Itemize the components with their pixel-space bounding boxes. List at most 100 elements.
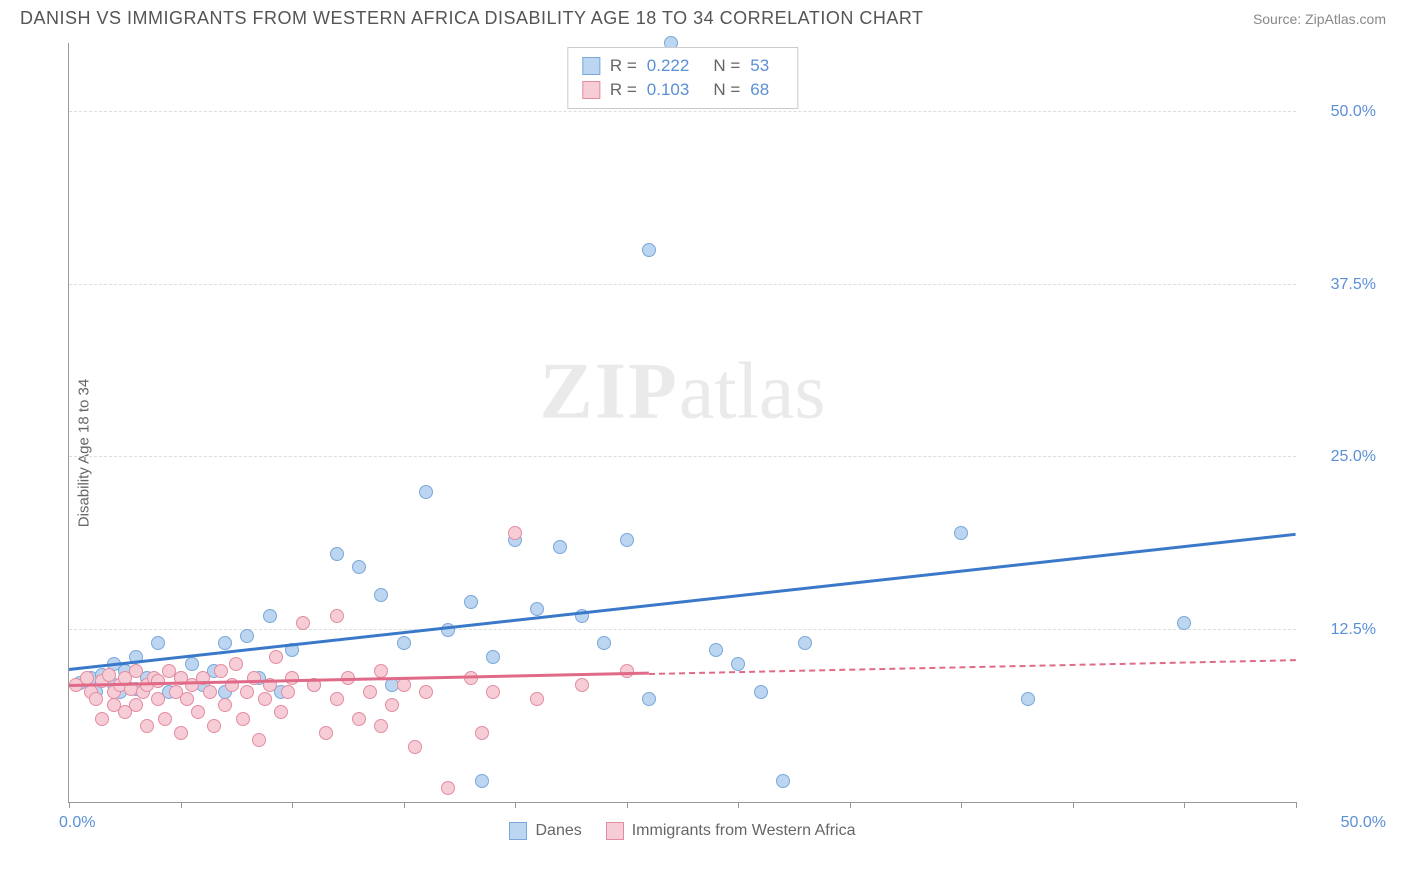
gridline — [69, 456, 1296, 457]
data-point — [285, 671, 299, 685]
data-point — [352, 560, 366, 574]
legend-row-immigrants: R = 0.103 N = 68 — [582, 78, 783, 102]
y-tick-label: 50.0% — [1306, 103, 1376, 121]
data-point — [441, 781, 455, 795]
data-point — [385, 698, 399, 712]
data-point — [174, 726, 188, 740]
x-tick — [515, 802, 516, 808]
data-point — [374, 588, 388, 602]
data-point — [95, 712, 109, 726]
data-point — [508, 526, 522, 540]
gridline — [69, 111, 1296, 112]
correlation-legend: R = 0.222 N = 53 R = 0.103 N = 68 — [567, 47, 798, 109]
data-point — [530, 692, 544, 706]
data-point — [180, 692, 194, 706]
data-point — [642, 692, 656, 706]
x-tick — [292, 802, 293, 808]
x-tick — [181, 802, 182, 808]
trend-line — [69, 533, 1296, 671]
data-point — [776, 774, 790, 788]
data-point — [203, 685, 217, 699]
data-point — [486, 650, 500, 664]
data-point — [754, 685, 768, 699]
data-point — [642, 243, 656, 257]
data-point — [191, 705, 205, 719]
y-tick-label: 12.5% — [1306, 621, 1376, 639]
data-point — [475, 774, 489, 788]
x-tick — [850, 802, 851, 808]
data-point — [553, 540, 567, 554]
watermark: ZIPatlas — [540, 347, 826, 438]
data-point — [575, 678, 589, 692]
data-point — [185, 657, 199, 671]
data-point — [363, 685, 377, 699]
data-point — [530, 602, 544, 616]
trend-line — [649, 659, 1296, 675]
data-point — [158, 712, 172, 726]
data-point — [229, 657, 243, 671]
source-link[interactable]: ZipAtlas.com — [1305, 11, 1386, 27]
gridline — [69, 629, 1296, 630]
data-point — [319, 726, 333, 740]
x-axis-max-label: 50.0% — [1341, 814, 1386, 832]
data-point — [140, 719, 154, 733]
data-point — [269, 650, 283, 664]
data-point — [151, 692, 165, 706]
data-point — [486, 685, 500, 699]
plot-area: ZIPatlas R = 0.222 N = 53 R = 0.103 N = … — [68, 43, 1296, 803]
chart-container: Disability Age 18 to 34 ZIPatlas R = 0.2… — [20, 43, 1386, 863]
data-point — [218, 636, 232, 650]
data-point — [274, 705, 288, 719]
data-point — [352, 712, 366, 726]
x-tick — [1184, 802, 1185, 808]
data-point — [330, 609, 344, 623]
swatch-danes-bottom — [509, 822, 527, 840]
data-point — [798, 636, 812, 650]
swatch-immigrants-bottom — [606, 822, 624, 840]
data-point — [419, 485, 433, 499]
data-point — [263, 609, 277, 623]
data-point — [252, 733, 266, 747]
data-point — [129, 664, 143, 678]
data-point — [419, 685, 433, 699]
data-point — [151, 674, 165, 688]
x-tick — [1296, 802, 1297, 808]
data-point — [240, 685, 254, 699]
data-point — [954, 526, 968, 540]
data-point — [207, 719, 221, 733]
data-point — [296, 616, 310, 630]
y-tick-label: 25.0% — [1306, 448, 1376, 466]
legend-item-immigrants: Immigrants from Western Africa — [606, 822, 856, 840]
x-tick — [627, 802, 628, 808]
data-point — [89, 692, 103, 706]
data-point — [709, 643, 723, 657]
data-point — [408, 740, 422, 754]
data-point — [475, 726, 489, 740]
data-point — [330, 547, 344, 561]
series-legend: Danes Immigrants from Western Africa — [69, 822, 1296, 840]
data-point — [236, 712, 250, 726]
swatch-danes — [582, 57, 600, 75]
data-point — [731, 657, 745, 671]
data-point — [218, 698, 232, 712]
data-point — [258, 692, 272, 706]
x-tick — [738, 802, 739, 808]
data-point — [464, 595, 478, 609]
data-point — [1021, 692, 1035, 706]
data-point — [214, 664, 228, 678]
data-point — [374, 664, 388, 678]
data-point — [620, 664, 634, 678]
x-tick — [1073, 802, 1074, 808]
x-tick — [404, 802, 405, 808]
data-point — [597, 636, 611, 650]
data-point — [281, 685, 295, 699]
data-point — [374, 719, 388, 733]
data-point — [129, 698, 143, 712]
legend-row-danes: R = 0.222 N = 53 — [582, 54, 783, 78]
source-attribution: Source: ZipAtlas.com — [1253, 11, 1386, 27]
data-point — [620, 533, 634, 547]
data-point — [397, 636, 411, 650]
data-point — [330, 692, 344, 706]
legend-item-danes: Danes — [509, 822, 581, 840]
data-point — [1177, 616, 1191, 630]
